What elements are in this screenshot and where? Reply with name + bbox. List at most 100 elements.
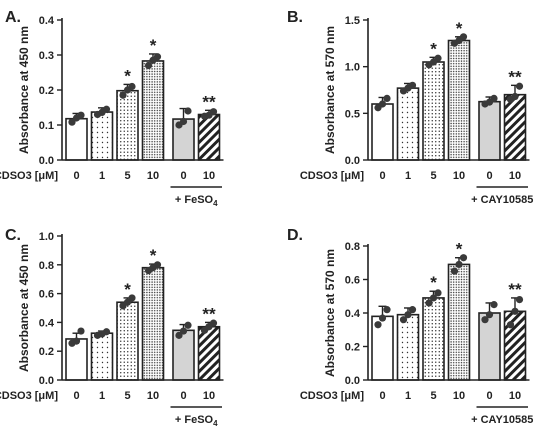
y-tick-label: 1.0 (345, 62, 360, 74)
treatment-label: + CAY10585 (471, 414, 533, 426)
data-point (68, 118, 76, 126)
bar-3 (141, 60, 165, 161)
y-tick-label: 0.1 (39, 120, 54, 132)
data-point (184, 321, 192, 329)
x-tick-label: 0 (486, 390, 492, 402)
bar-4 (478, 312, 501, 381)
data-point (128, 294, 136, 302)
data-point (506, 321, 515, 329)
data-point (179, 117, 188, 126)
significance-star: * (456, 240, 463, 259)
data-point (123, 86, 132, 94)
x-tick-label: 10 (203, 390, 215, 402)
x-tick-label: 10 (509, 170, 521, 182)
significance-star: * (430, 273, 437, 292)
data-point (205, 111, 213, 119)
bar-5 (503, 93, 527, 161)
x-tick-label: 10 (147, 390, 159, 402)
x-tick-label: 10 (453, 170, 465, 182)
data-point (455, 260, 463, 269)
bar-0 (371, 103, 394, 161)
panel-2: C.Absorbance at 450 nm 0.0 0.2 0.4 0.6 0.8 1.0… (0, 227, 224, 428)
data-point (515, 296, 524, 304)
y-tick-label: 0.6 (39, 289, 54, 301)
y-tick-label: 0.0 (345, 155, 360, 167)
data-point (205, 323, 213, 331)
data-point (119, 91, 127, 99)
x-tick-label: 0 (73, 170, 79, 182)
x-axis-title: CDSO3 [μM] (300, 170, 365, 182)
x-tick-label: 0 (73, 390, 79, 402)
x-tick-label: 1 (405, 170, 411, 182)
data-point (144, 61, 153, 70)
data-point (374, 321, 382, 329)
data-point (511, 307, 519, 315)
data-point (399, 316, 408, 324)
x-tick-label: 10 (453, 390, 465, 402)
y-tick-label: 0.3 (39, 50, 54, 62)
bar-3 (141, 266, 165, 381)
data-point (98, 330, 106, 338)
y-tick-label: 0.5 (345, 108, 360, 120)
data-point (149, 56, 157, 64)
y-tick-label: 0.0 (39, 375, 54, 387)
significance-star: * (430, 39, 437, 58)
y-tick-label: 0.2 (345, 342, 360, 354)
data-point (404, 311, 412, 319)
bar-1 (90, 332, 114, 381)
x-axis-title: CDSO3 [μM] (0, 390, 58, 402)
bar-5 (197, 113, 221, 161)
data-point (378, 314, 387, 322)
x-tick-label: 5 (430, 170, 436, 182)
x-tick-label: 1 (405, 390, 411, 402)
data-point (434, 289, 442, 297)
bar-1 (90, 111, 114, 161)
x-tick-label: 5 (124, 170, 130, 182)
data-point (77, 327, 85, 335)
bar-2 (116, 301, 139, 381)
x-tick-label: 5 (124, 390, 130, 402)
bar-2 (116, 89, 139, 161)
x-tick-label: 10 (509, 390, 521, 402)
bar-2 (422, 61, 445, 161)
x-tick-label: 1 (99, 170, 105, 182)
data-point (404, 84, 412, 92)
y-tick-label: 0.4 (39, 317, 55, 329)
x-tick-label: 0 (379, 390, 385, 402)
y-axis-label: Absorbance at 570 nm (323, 26, 337, 154)
y-tick-label: 0.4 (39, 15, 55, 27)
panel-letter: B. (287, 9, 303, 26)
data-point (429, 58, 438, 66)
data-point (459, 254, 468, 262)
data-point (515, 82, 524, 90)
treatment-label: + CAY10585 (471, 194, 533, 206)
significance-star: ** (508, 280, 522, 299)
x-tick-label: 10 (147, 170, 159, 182)
x-tick-label: 0 (486, 170, 492, 182)
y-tick-label: 0.8 (345, 241, 360, 253)
data-point (511, 92, 519, 101)
panel-0: A.Absorbance at 450 nm 0.0 0.1 0.2 0.3 0.4 0 1 *… (0, 9, 224, 208)
significance-star: * (456, 19, 463, 38)
data-point (123, 298, 132, 306)
x-axis-title: CDSO3 [μM] (300, 390, 365, 402)
panel-3: D. Absorbance at 570 nm 0.0 0.2 0.4 0.6 0.8 0 1 *… (287, 227, 533, 426)
bar-2 (422, 297, 445, 381)
bar-0 (65, 117, 88, 161)
x-tick-label: 5 (430, 390, 436, 402)
data-point (425, 299, 433, 307)
panel-letter: A. (5, 9, 21, 26)
data-point (408, 306, 417, 314)
bar-1 (396, 313, 420, 381)
data-point (383, 306, 391, 314)
data-point (429, 294, 438, 302)
data-point (149, 264, 157, 272)
significance-star: ** (202, 92, 216, 111)
data-point (455, 36, 463, 45)
data-point (481, 316, 489, 324)
bar-5 (197, 325, 221, 381)
significance-star: ** (202, 304, 216, 323)
panel-letter: C. (5, 227, 21, 244)
y-tick-label: 0.2 (39, 346, 54, 358)
